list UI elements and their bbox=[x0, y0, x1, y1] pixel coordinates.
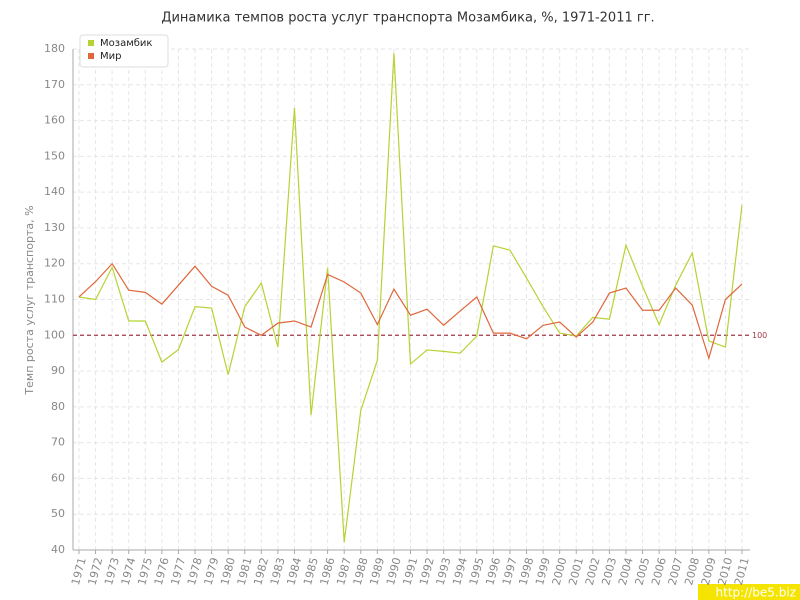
y-tick-label: 70 bbox=[51, 436, 65, 449]
legend-label: Мозамбик bbox=[100, 38, 152, 49]
y-tick-label: 80 bbox=[51, 400, 65, 413]
legend-label: Мир bbox=[100, 51, 121, 62]
legend bbox=[79, 34, 169, 68]
y-tick-label: 130 bbox=[44, 221, 65, 234]
watermark-bg bbox=[698, 584, 800, 600]
reference-label: 100 bbox=[752, 331, 767, 340]
y-tick-label: 50 bbox=[51, 507, 65, 520]
y-tick-label: 160 bbox=[44, 114, 65, 127]
y-tick-label: 170 bbox=[44, 78, 65, 91]
y-axis-label: Темп роста услуг транспорта, % bbox=[23, 205, 36, 395]
x-tick-label: 2011 bbox=[732, 556, 752, 586]
series-line bbox=[78, 53, 743, 543]
y-tick-label: 110 bbox=[44, 293, 65, 306]
y-tick-label: 90 bbox=[51, 364, 65, 377]
watermark: http://be5.biz bbox=[716, 586, 796, 600]
y-tick-label: 100 bbox=[44, 328, 65, 341]
series-line bbox=[78, 262, 743, 361]
legend-swatch bbox=[88, 53, 94, 59]
y-tick-label: 140 bbox=[44, 185, 65, 198]
y-tick-label: 180 bbox=[44, 42, 65, 55]
y-tick-label: 150 bbox=[44, 149, 65, 162]
y-tick-label: 40 bbox=[51, 543, 65, 556]
chart-title: Динамика темпов роста услуг транспорта М… bbox=[161, 11, 654, 26]
y-tick-label: 60 bbox=[51, 471, 65, 484]
y-tick-label: 120 bbox=[44, 257, 65, 270]
legend-swatch bbox=[88, 40, 94, 46]
